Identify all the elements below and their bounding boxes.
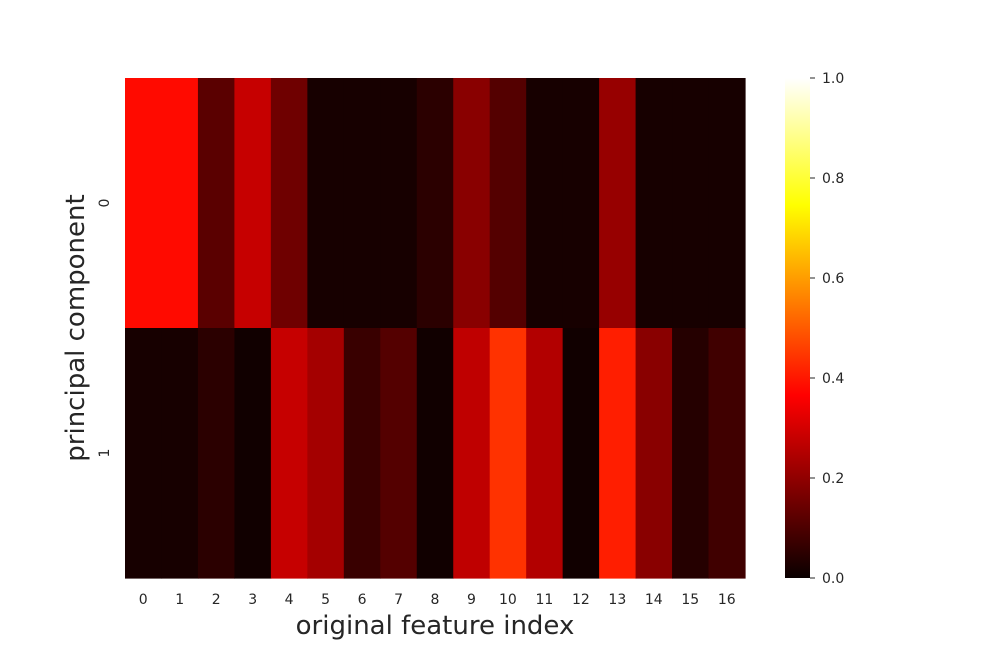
- colorbar-tick-label: 0.0: [822, 571, 844, 587]
- heatmap-cell: [562, 78, 600, 329]
- heatmap-cell: [416, 328, 454, 579]
- x-tick-label: 8: [431, 592, 440, 608]
- heatmap-cell: [599, 328, 637, 579]
- heatmap-cell: [343, 328, 381, 579]
- heatmap-cell: [526, 328, 564, 579]
- heatmap-cell: [197, 78, 236, 329]
- heatmap-cell: [343, 78, 381, 329]
- heatmap-cell: [489, 328, 527, 579]
- x-tick-label: 10: [499, 592, 517, 608]
- heatmap-cell: [307, 78, 345, 329]
- colorbar-tick-label: 0.6: [822, 271, 844, 287]
- colorbar-tick-label: 0.2: [822, 471, 844, 487]
- x-tick-label: 12: [572, 592, 590, 608]
- x-tick-labels: 0 1 2 3 4 5 6 7 8 9 10 11 12 13 14 15 16: [139, 592, 736, 608]
- x-tick-label: 14: [645, 592, 663, 608]
- x-tick-label: 4: [285, 592, 294, 608]
- x-tick-label: 5: [321, 592, 330, 608]
- colorbar-tick-label: 1.0: [822, 71, 844, 87]
- y-axis-title: principal component: [61, 194, 91, 461]
- heatmap-cell: [526, 78, 564, 329]
- heatmap-cell: [234, 328, 272, 579]
- x-tick-label: 16: [718, 592, 736, 608]
- heatmap-cell: [416, 78, 454, 329]
- colorbar: [785, 78, 810, 578]
- x-tick-label: 1: [175, 592, 184, 608]
- x-tick-label: 9: [467, 592, 476, 608]
- heatmap-cell: [708, 78, 746, 329]
- heatmap-cell: [453, 328, 491, 579]
- x-tick-label: 13: [608, 592, 626, 608]
- colorbar-tick-label: 0.8: [822, 171, 844, 187]
- heatmap-cell: [672, 328, 710, 579]
- heatmap-cell: [270, 328, 308, 579]
- heatmap-cells: [125, 78, 746, 579]
- x-tick-label: 2: [212, 592, 221, 608]
- x-tick-label: 11: [535, 592, 553, 608]
- heatmap-cell: [161, 328, 199, 579]
- heatmap-cell: [635, 78, 673, 329]
- heatmap-cell: [635, 328, 673, 579]
- y-tick-label: 0: [97, 199, 113, 208]
- y-tick-label: 1: [97, 449, 113, 458]
- heatmap-cell: [161, 78, 199, 329]
- y-tick-labels: 01: [97, 199, 113, 458]
- x-axis-title: original feature index: [296, 611, 575, 641]
- heatmap-cell: [307, 328, 345, 579]
- heatmap-cell: [197, 328, 236, 579]
- heatmap-cell: [125, 78, 163, 329]
- heatmap-cell: [708, 328, 746, 579]
- colorbar-ticks: 0.0 0.2 0.4 0.6 0.8 1.0: [810, 71, 844, 587]
- heatmap-cell: [380, 78, 418, 329]
- heatmap-cell: [489, 78, 527, 329]
- x-tick-label: 0: [139, 592, 148, 608]
- x-tick-label: 3: [248, 592, 257, 608]
- heatmap-cell: [270, 78, 308, 329]
- heatmap-cell: [599, 78, 637, 329]
- x-tick-label: 7: [394, 592, 403, 608]
- colorbar-tick-label: 0.4: [822, 371, 844, 387]
- x-tick-label: 6: [358, 592, 367, 608]
- heatmap-cell: [380, 328, 418, 579]
- heatmap-cell: [672, 78, 710, 329]
- heatmap-cell: [453, 78, 491, 329]
- heatmap-cell: [234, 78, 272, 329]
- heatmap-cell: [562, 328, 600, 579]
- heatmap-cell: [125, 328, 163, 579]
- x-tick-label: 15: [681, 592, 699, 608]
